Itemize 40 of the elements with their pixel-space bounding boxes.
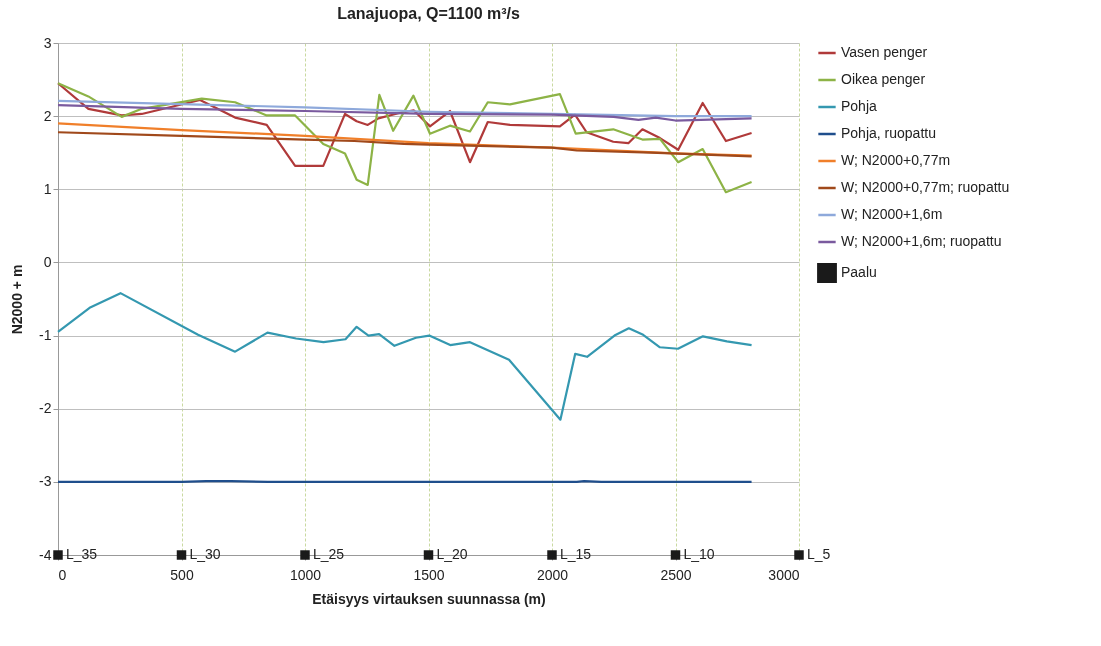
annotation: L_35 (66, 546, 98, 562)
y-tick-label: 0 (43, 253, 52, 270)
y-tick-label: 3 (43, 34, 52, 51)
y-tick-label: -2 (39, 400, 52, 417)
y-tick-label: 1 (43, 180, 52, 197)
line-series (56, 82, 753, 194)
legend-label: Pohja, ruopattu (841, 125, 936, 141)
y-axis-title: N2000 + m (9, 264, 26, 335)
y-tick-label: 2 (43, 107, 52, 124)
legend-label: Oikea penger (841, 71, 926, 87)
legend-label: Paalu (841, 264, 877, 280)
legend-label: W; N2000+0,77m; ruopattu (841, 179, 1010, 195)
annotation: L_5 (807, 546, 831, 562)
x-tick-label: 1500 (413, 566, 445, 583)
x-tick-label: 3000 (768, 566, 800, 583)
legend-label: Pohja (841, 98, 878, 114)
x-axis-title: Etäisyys virtauksen suunnassa (m) (312, 590, 546, 607)
annotation: L_20 (436, 546, 468, 562)
chart-title: Lanajuopa, Q=1100 m³/s (337, 5, 520, 22)
line-series (56, 131, 753, 158)
legend-label: Vasen penger (841, 44, 928, 60)
x-tick-label: 0 (58, 566, 67, 583)
line-series (56, 104, 753, 122)
annotation: L_10 (683, 546, 715, 562)
line-series (56, 82, 753, 167)
annotation: L_30 (189, 546, 221, 562)
y-tick-label: -3 (39, 473, 52, 490)
line-series (56, 292, 753, 421)
annotation: L_25 (313, 546, 345, 562)
legend-label: W; N2000+1,6m; ruopattu (841, 233, 1002, 249)
annotation: L_15 (560, 546, 592, 562)
x-tick-label: 500 (170, 566, 194, 583)
line-series (56, 99, 753, 118)
y-tick-label: -4 (39, 546, 52, 563)
y-tick-label: -1 (39, 327, 52, 344)
legend-label: W; N2000+0,77m (841, 152, 951, 168)
legend-label: W; N2000+1,6m (841, 206, 943, 222)
x-tick-label: 2500 (660, 566, 692, 583)
x-tick-label: 1000 (289, 566, 322, 583)
x-tick-label: 2000 (536, 566, 569, 583)
